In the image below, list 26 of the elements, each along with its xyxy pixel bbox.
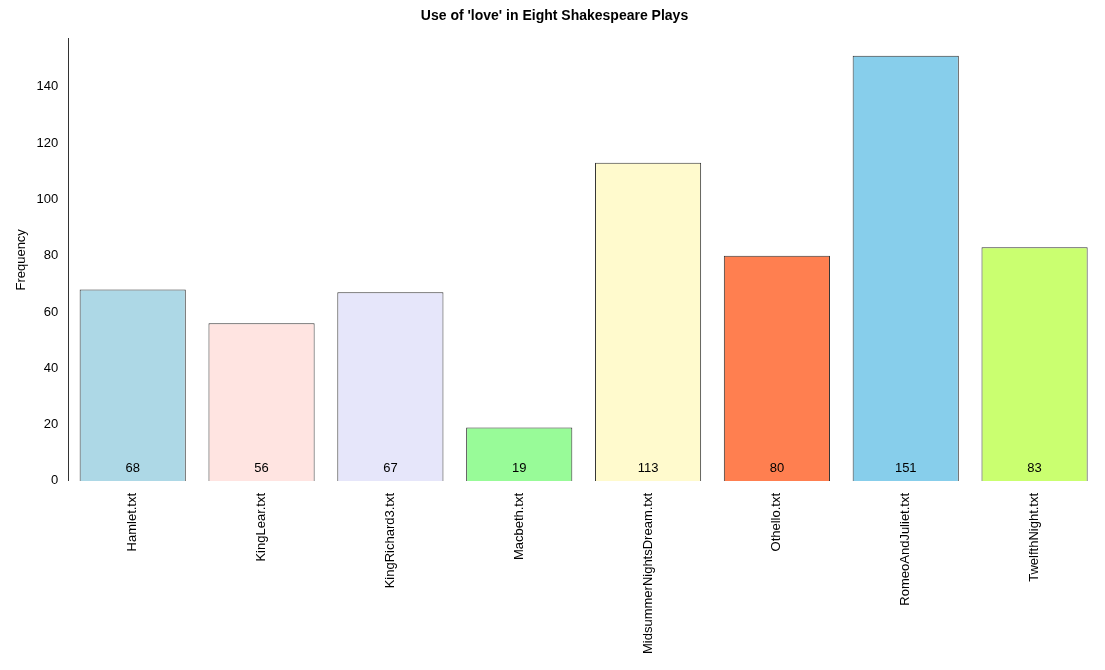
x-tick-label: MidsummerNightsDream.txt (639, 492, 655, 655)
x-tick-label: Macbeth.txt (510, 492, 526, 561)
x-tick-label: TwelfthNight.txt (1026, 492, 1042, 582)
data-label: 56 (254, 459, 269, 475)
data-label: 80 (769, 459, 785, 475)
x-tick-label: RomeoAndJuliet.txt (897, 492, 913, 606)
x-tick-label: Hamlet.txt (124, 492, 140, 552)
x-tick-label: Othello.txt (768, 492, 784, 552)
y-axis-title: Frequency (13, 228, 29, 291)
data-label: 67 (383, 459, 398, 475)
y-tick-label: 120 (36, 134, 59, 150)
y-tick-label: 140 (36, 78, 59, 94)
y-tick-label: 60 (43, 303, 59, 319)
y-tick-label: 100 (36, 190, 59, 206)
chart-title: Use of 'love' in Eight Shakespeare Plays (420, 7, 689, 24)
data-label: 19 (511, 459, 527, 475)
data-label: 151 (894, 459, 917, 475)
y-tick-label: 80 (43, 247, 59, 263)
data-label: 83 (1027, 459, 1042, 475)
x-tick-label: KingRichard3.txt (381, 492, 397, 589)
y-tick-label: 20 (43, 416, 59, 432)
data-label: 113 (637, 459, 659, 475)
y-tick-label: 40 (43, 359, 59, 375)
y-tick-label: 0 (51, 472, 59, 488)
data-label: 68 (125, 459, 140, 475)
x-tick-label: KingLear.txt (253, 492, 269, 562)
